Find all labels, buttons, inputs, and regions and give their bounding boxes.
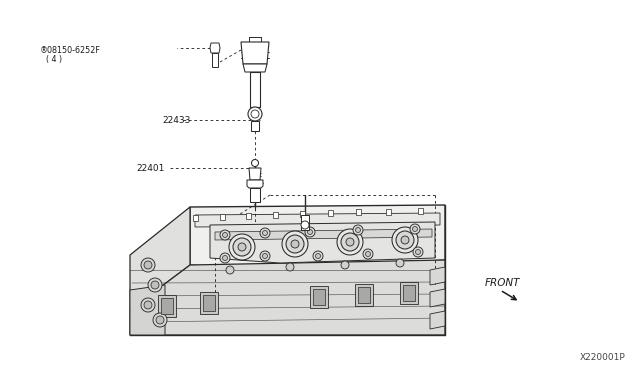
Bar: [300, 211, 305, 217]
Polygon shape: [210, 222, 435, 263]
Circle shape: [260, 251, 270, 261]
Circle shape: [415, 250, 420, 254]
Bar: [251, 121, 259, 131]
Circle shape: [233, 238, 251, 256]
Polygon shape: [130, 260, 445, 335]
Circle shape: [316, 253, 321, 259]
Bar: [161, 298, 173, 314]
Bar: [403, 285, 415, 301]
Circle shape: [248, 107, 262, 121]
Polygon shape: [190, 205, 445, 270]
Bar: [328, 210, 333, 216]
Text: 22401: 22401: [136, 164, 164, 173]
Bar: [193, 215, 198, 221]
Bar: [158, 295, 176, 317]
Circle shape: [413, 247, 423, 257]
Circle shape: [262, 231, 268, 235]
Circle shape: [313, 251, 323, 261]
Polygon shape: [130, 285, 165, 335]
Circle shape: [355, 228, 360, 232]
Circle shape: [392, 227, 418, 253]
Circle shape: [223, 232, 227, 237]
Polygon shape: [430, 289, 445, 307]
Polygon shape: [210, 43, 220, 53]
Polygon shape: [247, 180, 263, 188]
Circle shape: [341, 233, 359, 251]
Bar: [212, 53, 218, 67]
Circle shape: [141, 298, 155, 312]
Circle shape: [413, 227, 417, 231]
Bar: [273, 212, 278, 218]
Bar: [313, 289, 325, 305]
Circle shape: [262, 253, 268, 259]
Circle shape: [144, 261, 152, 269]
Circle shape: [153, 313, 167, 327]
Bar: [203, 295, 215, 311]
Bar: [358, 287, 370, 303]
Circle shape: [353, 225, 363, 235]
Circle shape: [156, 316, 164, 324]
Circle shape: [305, 227, 315, 237]
Polygon shape: [130, 207, 190, 310]
Circle shape: [151, 281, 159, 289]
Text: 22433: 22433: [162, 115, 190, 125]
Circle shape: [252, 160, 259, 167]
Circle shape: [251, 110, 259, 118]
Circle shape: [401, 236, 409, 244]
Polygon shape: [430, 311, 445, 329]
Circle shape: [229, 234, 255, 260]
Circle shape: [286, 263, 294, 271]
Bar: [417, 208, 422, 214]
Text: ®08150-6252F: ®08150-6252F: [40, 45, 101, 55]
Circle shape: [282, 231, 308, 257]
Circle shape: [148, 278, 162, 292]
Circle shape: [141, 258, 155, 272]
Circle shape: [396, 231, 414, 249]
Polygon shape: [243, 64, 267, 72]
Circle shape: [238, 243, 246, 251]
Bar: [200, 292, 218, 314]
Text: X220001P: X220001P: [579, 353, 625, 362]
Circle shape: [220, 253, 230, 263]
Polygon shape: [195, 213, 440, 227]
Circle shape: [291, 240, 299, 248]
Bar: [400, 282, 418, 304]
Circle shape: [341, 261, 349, 269]
Circle shape: [301, 221, 309, 229]
Polygon shape: [241, 42, 269, 64]
Circle shape: [260, 228, 270, 238]
Bar: [250, 188, 260, 202]
Circle shape: [363, 249, 373, 259]
Bar: [246, 213, 250, 219]
Bar: [355, 209, 360, 215]
Bar: [310, 286, 328, 308]
Bar: [385, 209, 390, 215]
Polygon shape: [249, 168, 261, 180]
Circle shape: [223, 256, 227, 260]
Bar: [220, 214, 225, 220]
Circle shape: [346, 238, 354, 246]
Circle shape: [286, 235, 304, 253]
Polygon shape: [430, 267, 445, 285]
Circle shape: [337, 229, 363, 255]
Circle shape: [410, 224, 420, 234]
Bar: [301, 215, 309, 230]
Circle shape: [396, 259, 404, 267]
Polygon shape: [215, 229, 432, 240]
Circle shape: [226, 266, 234, 274]
Circle shape: [220, 230, 230, 240]
Circle shape: [365, 251, 371, 257]
Circle shape: [144, 301, 152, 309]
Text: FRONT: FRONT: [485, 278, 520, 288]
Text: ( 4 ): ( 4 ): [46, 55, 62, 64]
Bar: [355, 284, 373, 306]
Bar: [250, 72, 260, 107]
Circle shape: [307, 230, 312, 234]
